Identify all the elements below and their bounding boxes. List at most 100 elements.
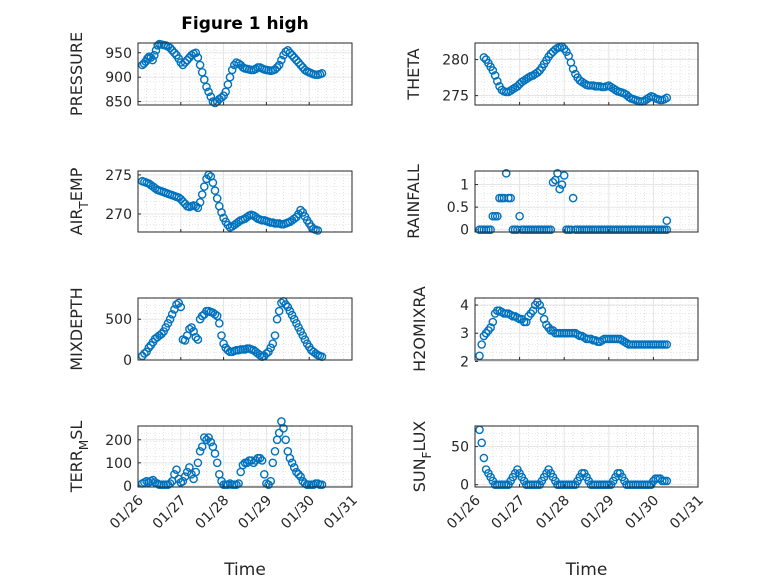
subplot-3: 270 275 AIRTEMP <box>67 167 353 236</box>
data-point <box>180 58 190 67</box>
data-point <box>488 317 498 327</box>
data-point <box>251 456 260 465</box>
data-point <box>266 476 276 486</box>
data-point <box>506 193 516 203</box>
data-point <box>281 300 291 309</box>
data-point <box>151 46 161 55</box>
data-point <box>568 193 578 203</box>
data-point <box>546 225 556 234</box>
x-tick-label: 01/29 <box>578 493 618 533</box>
data-point <box>167 309 177 319</box>
data-point <box>277 55 286 65</box>
data-point <box>219 339 228 349</box>
y-label-rest: EMP <box>67 167 86 201</box>
x-tick-label: 01/26 <box>444 492 484 532</box>
data-point <box>537 306 547 316</box>
axes-frame <box>137 170 353 233</box>
data-point <box>296 472 305 481</box>
data-point <box>277 417 286 426</box>
axes-frame <box>474 297 699 361</box>
data-point <box>157 329 166 339</box>
data-point <box>477 340 487 349</box>
data-point <box>662 340 672 349</box>
data-point <box>225 72 235 82</box>
y-tick-label: 950 <box>105 46 132 62</box>
data-point <box>662 216 672 225</box>
data-point <box>176 194 186 204</box>
data-point <box>281 435 291 445</box>
data-point <box>172 300 181 309</box>
x-tick-label: 01/27 <box>150 493 190 533</box>
data-point <box>210 186 220 195</box>
data-point <box>191 48 201 58</box>
subplot-5: 0 500 MIXDEPTH <box>67 287 353 371</box>
data-point <box>283 302 293 312</box>
data-point <box>149 50 159 60</box>
data-point <box>238 460 248 470</box>
data-point <box>206 437 216 447</box>
data-point <box>197 190 207 199</box>
data-point <box>300 335 310 344</box>
data-point <box>165 314 175 324</box>
data-point <box>515 211 524 221</box>
data-point <box>161 323 171 332</box>
data-point <box>251 64 260 74</box>
y-tick-label: 0 <box>123 479 132 495</box>
data-point <box>285 453 295 463</box>
y-tick-label: 275 <box>442 89 469 105</box>
subplot-7: 0 100 200 TERRMSL 01/26 01/27 01/28 01/29 01/30 0… <box>67 417 361 580</box>
data-point <box>272 63 282 72</box>
axes-frame <box>474 170 699 233</box>
data-point <box>274 428 284 438</box>
y-tick-label: 50 <box>451 440 469 456</box>
series-markers <box>137 39 327 108</box>
series-markers <box>475 297 672 361</box>
data-point <box>223 345 233 355</box>
data-point <box>270 446 280 456</box>
data-point <box>488 66 498 75</box>
data-point <box>221 87 230 97</box>
data-point <box>522 317 531 327</box>
data-point <box>274 60 284 70</box>
data-point <box>217 93 226 102</box>
data-point <box>281 47 291 57</box>
data-point <box>555 184 565 194</box>
y-axis-label: TERRMSL <box>67 421 91 494</box>
subplot-grid: 850 900 950 PRESSURE 275 280 THETA 270 275 AIRTEM… <box>67 32 707 580</box>
data-point <box>557 180 567 189</box>
data-point <box>548 177 558 187</box>
data-point <box>210 309 220 319</box>
data-point <box>202 435 211 445</box>
data-point <box>257 456 267 465</box>
y-tick-label: 100 <box>105 456 132 472</box>
data-point <box>289 314 299 324</box>
data-point <box>167 46 177 55</box>
y-axis-label: MIXDEPTH <box>67 287 86 370</box>
data-point <box>202 82 211 92</box>
y-tick-label: 1 <box>460 178 469 194</box>
y-label-sub: F <box>420 451 434 458</box>
data-point <box>199 182 209 191</box>
y-label-main: AIR <box>67 209 86 236</box>
data-point <box>274 306 284 316</box>
y-tick-label: 270 <box>105 207 132 223</box>
data-point <box>185 324 194 334</box>
data-point <box>662 225 672 234</box>
x-tick-label: 01/31 <box>667 493 707 533</box>
data-point <box>294 469 303 479</box>
data-point <box>140 349 149 358</box>
data-point <box>501 168 511 178</box>
figure-title: Figure 1 high <box>181 14 309 34</box>
axes-frame <box>474 42 699 106</box>
data-point <box>475 351 484 361</box>
axes-frame <box>137 425 353 488</box>
data-point <box>528 306 538 316</box>
data-point <box>153 41 162 50</box>
data-point <box>172 465 181 475</box>
data-point <box>662 93 672 103</box>
data-point <box>287 310 297 320</box>
data-point <box>479 453 489 463</box>
y-label-rest: LUX <box>410 421 429 452</box>
data-point <box>204 87 213 97</box>
